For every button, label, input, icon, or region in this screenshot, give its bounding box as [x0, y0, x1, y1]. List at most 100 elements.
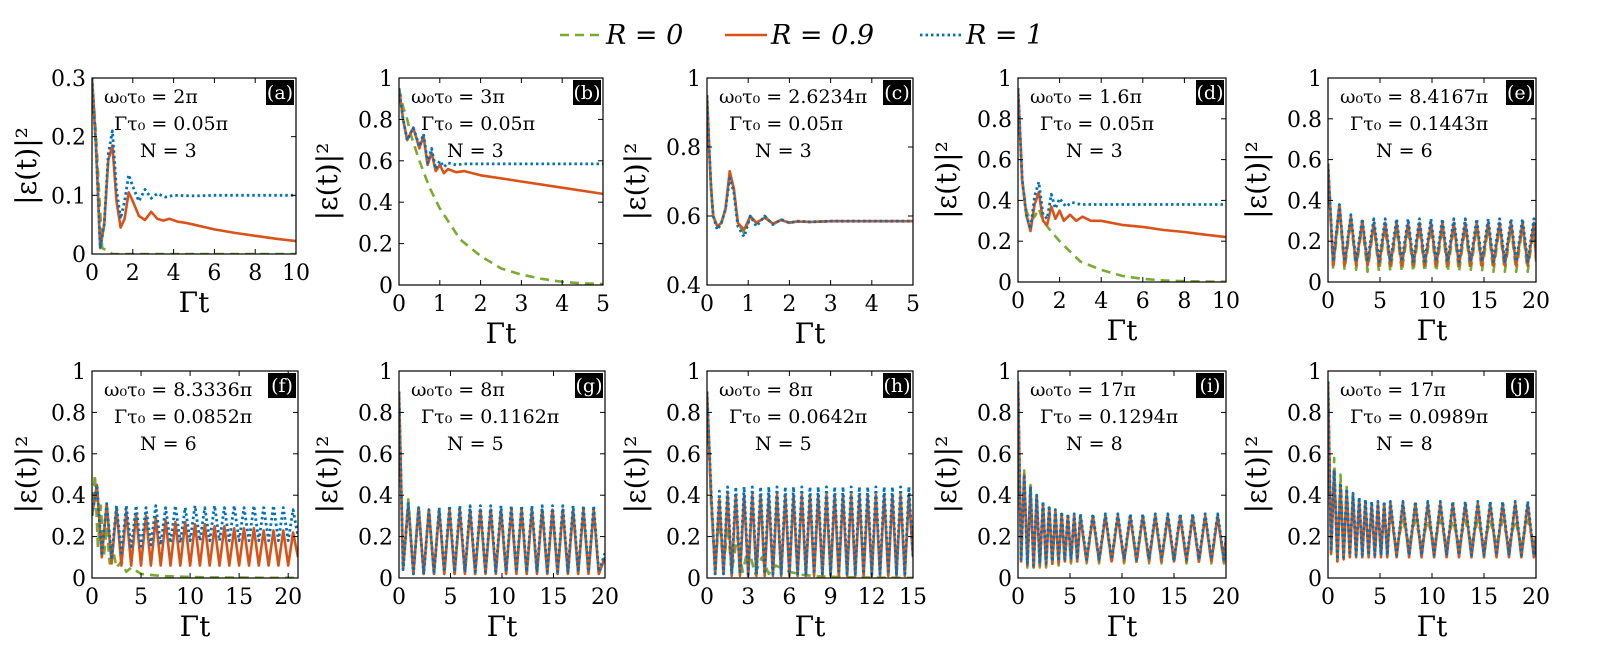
- panel-tag: (c): [884, 82, 909, 104]
- panel-tag-box: [883, 80, 911, 105]
- panel-tag-box: [1196, 373, 1224, 398]
- y-tick-label: 0: [72, 567, 86, 592]
- parameter-annotation: Γτ₀ = 0.05π: [421, 113, 535, 135]
- panel-tag: (h): [883, 375, 910, 397]
- panel-tag: (d): [1197, 82, 1224, 104]
- y-tick-label: 0.2: [977, 526, 1012, 551]
- parameter-annotation: ω₀τ₀ = 8.3336π: [104, 379, 252, 401]
- x-axis-label: Γt: [1107, 610, 1138, 643]
- x-tick-label: 4: [1094, 289, 1108, 314]
- panel-tag-box: [573, 80, 601, 105]
- legend-label: R = 1: [965, 20, 1043, 51]
- x-tick-label: 20: [1522, 289, 1550, 314]
- x-tick-label: 2: [474, 292, 488, 317]
- y-tick-label: 0.8: [977, 108, 1012, 133]
- panel-tag-box: [1506, 373, 1534, 398]
- x-axis-label: Γt: [1417, 314, 1448, 347]
- x-tick-label: 20: [274, 585, 302, 610]
- y-tick-label: 0.2: [51, 526, 86, 551]
- y-axis-label: |ε(t)|²: [1240, 141, 1273, 219]
- x-tick-label: 10: [1418, 289, 1446, 314]
- parameter-annotation: Γτ₀ = 0.05π: [1040, 113, 1154, 135]
- y-tick-label: 0: [998, 271, 1012, 296]
- panel-tag: (b): [574, 82, 601, 104]
- x-tick-label: 6: [782, 585, 796, 610]
- parameter-annotation: Γτ₀ = 0.0989π: [1350, 406, 1488, 428]
- y-tick-label: 1: [379, 360, 393, 385]
- parameter-annotation: Γτ₀ = 0.1162π: [421, 406, 559, 428]
- x-tick-label: 0: [392, 292, 406, 317]
- x-tick-label: 15: [225, 585, 253, 610]
- x-tick-label: 10: [176, 585, 204, 610]
- x-tick-label: 6: [1136, 289, 1150, 314]
- x-tick-label: 12: [858, 585, 886, 610]
- series-line: [399, 88, 603, 171]
- x-tick-label: 3: [824, 292, 838, 317]
- x-axis-label: Γt: [180, 610, 211, 643]
- panel-c: 0 1 2 3 4 5 0.4 0.6 0.8 1 Γt |ε(t)|² ω₀τ₀ = 2.6234π Γ…: [619, 67, 920, 350]
- series-line: [92, 78, 296, 250]
- y-tick-label: 0.6: [1287, 443, 1322, 468]
- panel-d: 0 2 4 6 8 10 0 0.2 0.4 0.6 0.8 1 Γt |ε(t)|² ω₀τ₀ = 1.6…: [930, 67, 1240, 347]
- panel-tag-box: [268, 373, 296, 398]
- x-tick-label: 10: [1212, 289, 1240, 314]
- axes-frame: [706, 77, 914, 286]
- x-tick-label: 15: [1160, 585, 1188, 610]
- y-tick-label: 0.6: [977, 443, 1012, 468]
- x-tick-label: 4: [555, 292, 569, 317]
- x-tick-label: 0: [1011, 289, 1025, 314]
- y-tick-label: 0.8: [666, 136, 701, 161]
- parameter-annotation: ω₀τ₀ = 17π: [1340, 379, 1446, 401]
- x-tick-label: 5: [134, 585, 148, 610]
- series-line: [1018, 381, 1226, 567]
- y-tick-label: 1: [379, 67, 393, 92]
- x-tick-label: 1: [741, 292, 755, 317]
- panel-a: 0 2 4 6 8 10 0 0.1 0.2 0.3 Γt |ε(t)|² ω₀τ₀ = 2π Γτ₀ =…: [10, 67, 310, 319]
- panel-tag: (a): [267, 82, 293, 104]
- x-axis-label: Γt: [795, 610, 826, 643]
- parameter-annotation: N = 6: [1376, 140, 1433, 162]
- y-tick-label: 0.8: [358, 401, 393, 426]
- legend-label: R = 0: [605, 20, 683, 51]
- x-tick-label: 9: [824, 585, 838, 610]
- parameter-annotation: N = 3: [140, 140, 197, 162]
- legend: R = 0 R = 0.9 R = 1: [560, 20, 1043, 51]
- panel-tag-box: [883, 373, 911, 398]
- x-tick-label: 15: [1470, 289, 1498, 314]
- y-tick-label: 0: [1308, 271, 1322, 296]
- parameter-annotation: Γτ₀ = 0.1294π: [1040, 406, 1178, 428]
- x-axis-label: Γt: [1107, 314, 1138, 347]
- axes-frame: [1017, 77, 1227, 283]
- y-tick-label: 1: [998, 67, 1012, 92]
- panel-i: 0 5 10 15 20 0 0.2 0.4 0.6 0.8 1 Γt |ε(t)|² ω₀τ₀ = 17…: [930, 360, 1240, 643]
- x-tick-label: 5: [1373, 289, 1387, 314]
- parameter-annotation: N = 8: [1376, 433, 1433, 455]
- x-axis-label: Γt: [1417, 610, 1448, 643]
- y-tick-label: 0.8: [1287, 108, 1322, 133]
- y-tick-label: 1: [1308, 360, 1322, 385]
- parameter-annotation: Γτ₀ = 0.0852π: [114, 406, 252, 428]
- x-tick-label: 0: [85, 261, 99, 286]
- y-axis-label: |ε(t)|²: [619, 436, 652, 514]
- y-tick-label: 0.6: [358, 443, 393, 468]
- series-line: [1328, 163, 1536, 268]
- y-tick-label: 0.6: [358, 150, 393, 175]
- y-tick-label: 0.2: [358, 233, 393, 258]
- parameter-annotation: ω₀τ₀ = 17π: [1030, 379, 1136, 401]
- x-axis-label: Γt: [486, 317, 517, 350]
- series-line: [707, 391, 913, 578]
- series-line: [399, 391, 605, 576]
- y-tick-label: 0: [998, 567, 1012, 592]
- y-tick-label: 0.4: [666, 484, 701, 509]
- y-tick-label: 0.2: [977, 230, 1012, 255]
- y-axis-label: |ε(t)|²: [311, 436, 344, 514]
- y-tick-label: 0.4: [358, 484, 393, 509]
- x-tick-label: 0: [1321, 585, 1335, 610]
- y-tick-label: 0: [1308, 567, 1322, 592]
- x-tick-label: 20: [591, 585, 619, 610]
- parameter-annotation: Γτ₀ = 0.05π: [114, 113, 228, 135]
- y-tick-label: 0.8: [1287, 401, 1322, 426]
- y-axis-label: |ε(t)|²: [930, 436, 963, 514]
- axes-frame: [398, 77, 604, 286]
